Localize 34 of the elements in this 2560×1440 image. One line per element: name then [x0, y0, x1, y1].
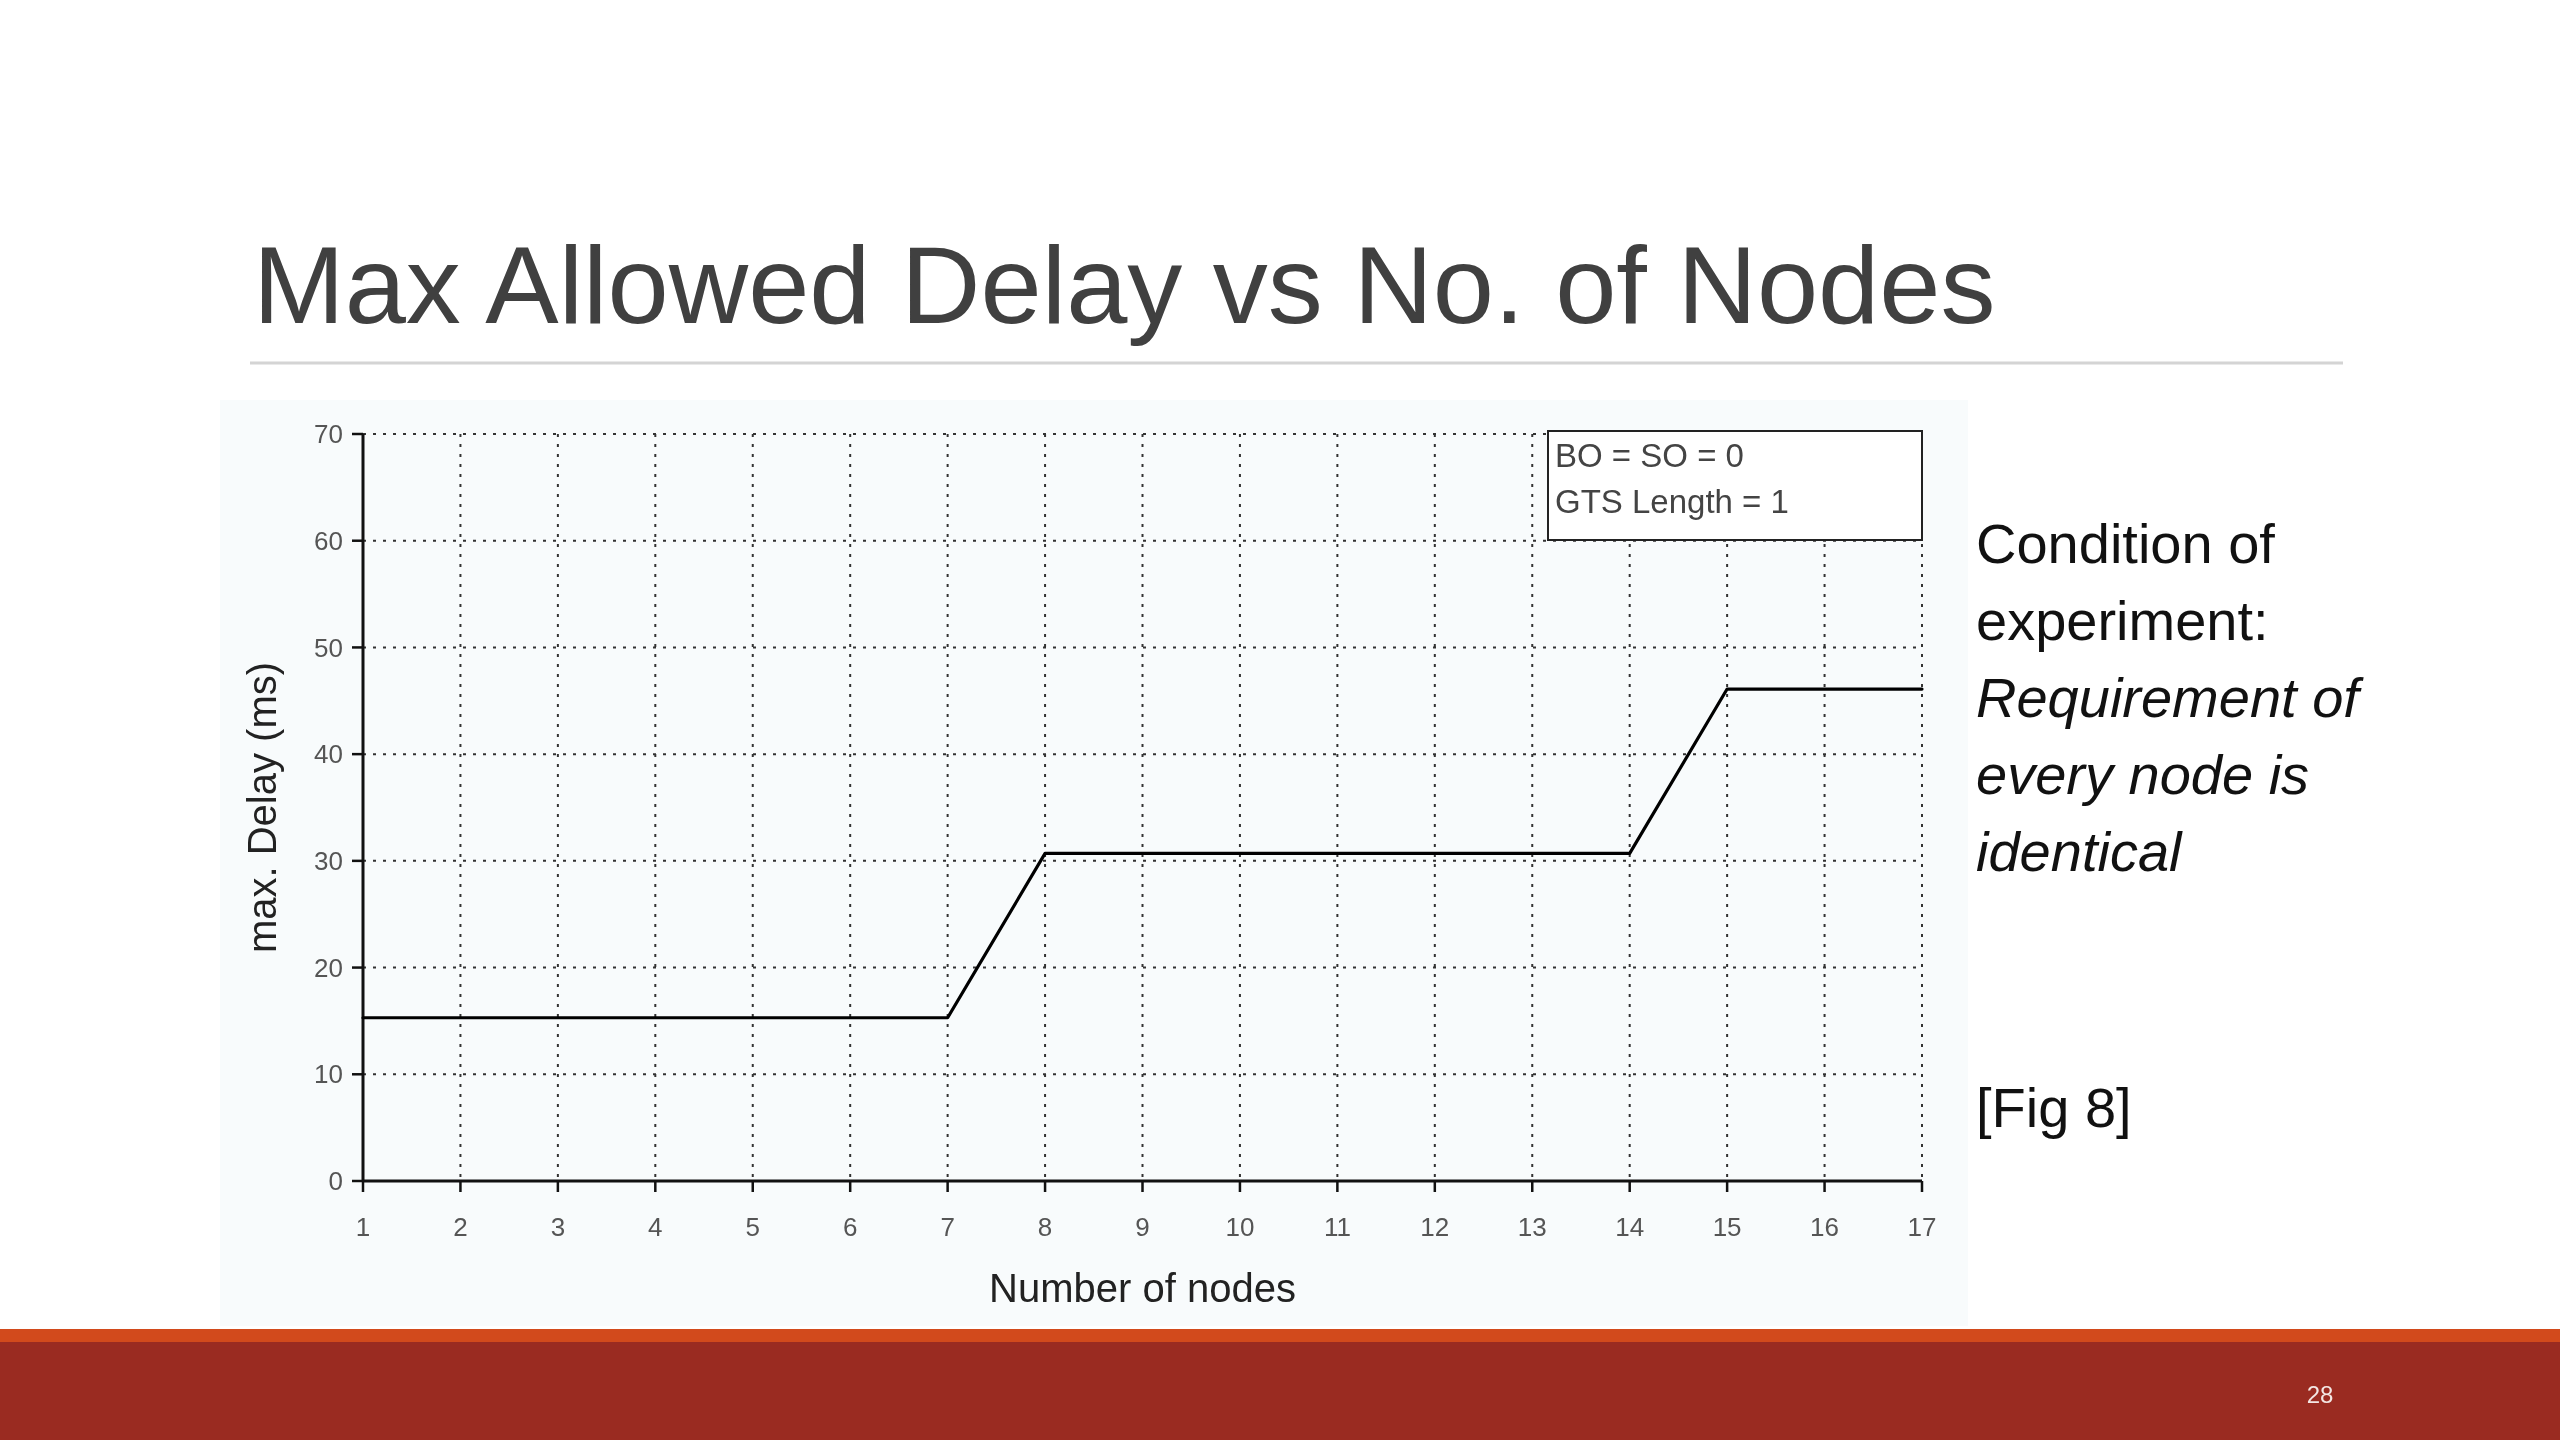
x-tick-label: 7 — [940, 1212, 955, 1242]
y-axis-title: max. Delay (ms) — [240, 661, 284, 954]
annotation: BO = SO = 0 — [1555, 437, 1744, 474]
text: Requirement of every node is identical — [1976, 666, 2365, 883]
x-tick-label: 6 — [842, 1212, 858, 1242]
y-tick-label: 70 — [314, 419, 343, 450]
x-tick-label: 16 — [1810, 1212, 1840, 1242]
x-tick-label: 15 — [1712, 1212, 1742, 1242]
x-tick-label: 17 — [1907, 1212, 1937, 1242]
y-tick-label: 0 — [328, 1166, 343, 1197]
x-tick-label: 4 — [648, 1212, 663, 1242]
x-axis-title: Number of nodes — [989, 1266, 1296, 1310]
x-tick-label: 8 — [1037, 1212, 1053, 1242]
x-tick-label: 11 — [1323, 1212, 1351, 1242]
x-tick-label: 3 — [550, 1212, 566, 1242]
x-tick-label: 12 — [1420, 1212, 1450, 1242]
y-tick-label: 20 — [314, 952, 343, 983]
text: Condition of experiment: — [1976, 512, 2276, 652]
text: 28 — [2306, 1381, 2334, 1408]
x-tick-label: 5 — [745, 1212, 760, 1242]
chart-title: Max Allowed Delay vs No. of Nodes — [253, 223, 1996, 346]
y-tick-label: 50 — [314, 632, 343, 663]
annotation: GTS Length = 1 — [1555, 483, 1789, 520]
y-tick-label: 10 — [314, 1059, 343, 1090]
x-tick-label: 1 — [355, 1212, 371, 1242]
x-tick-label: 10 — [1225, 1212, 1255, 1242]
x-tick-label: 9 — [1135, 1212, 1150, 1242]
text: [Fig 8] — [1976, 1076, 2132, 1139]
x-tick-label: 13 — [1517, 1212, 1547, 1242]
y-tick-label: 30 — [314, 845, 343, 876]
x-tick-label: 14 — [1615, 1212, 1645, 1242]
y-tick-label: 60 — [314, 525, 343, 556]
x-tick-label: 2 — [453, 1212, 468, 1242]
y-tick-label: 40 — [314, 739, 343, 770]
